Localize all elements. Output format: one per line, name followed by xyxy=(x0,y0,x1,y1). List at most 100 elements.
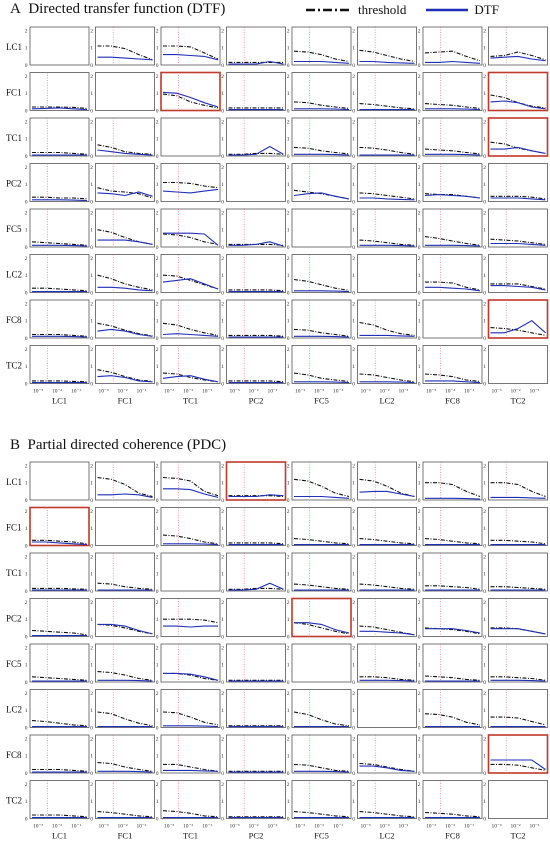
dtf-cell-2-4: 0 1 2 xyxy=(287,117,352,160)
cell-frame xyxy=(291,507,352,546)
threshold-curve xyxy=(490,586,546,590)
y-tick-label: 2 xyxy=(25,600,28,606)
cell-frame xyxy=(226,507,286,546)
y-tick-label: 0 xyxy=(25,544,28,550)
threshold-curve xyxy=(359,321,415,336)
dtf-cell-5-7: 0 1 2 xyxy=(483,254,548,297)
y-tick-label: 0 xyxy=(483,63,486,69)
pdc-cell-2-0: 0 1 2 xyxy=(25,552,90,595)
threshold-curve xyxy=(97,762,153,772)
pdc-cell-6-6: 0 1 2 xyxy=(418,734,483,777)
x-tick-label: 10⁻³ xyxy=(360,389,370,395)
column-label-fc5: FC5 xyxy=(314,831,329,841)
y-tick-label: 2 xyxy=(483,509,486,515)
y-tick-label: 1 xyxy=(483,273,486,279)
cell-frame xyxy=(357,507,417,546)
cell-frame xyxy=(488,163,548,202)
y-tick-label: 0 xyxy=(221,817,224,823)
cell-frame xyxy=(357,26,417,66)
y-tick-label: 0 xyxy=(221,544,224,550)
threshold-curve xyxy=(293,278,350,291)
y-tick-label: 2 xyxy=(418,600,421,606)
pdc-cell-0-6: 0 1 2 xyxy=(418,461,483,504)
dtf-curve xyxy=(490,146,546,154)
y-tick-label: 2 xyxy=(25,691,28,697)
cell-frame xyxy=(29,299,90,339)
dtf-curve xyxy=(490,242,546,246)
y-tick-label: 2 xyxy=(25,782,28,788)
dtf-cell-6-4: 0 1 2 xyxy=(287,299,352,342)
y-tick-label: 2 xyxy=(352,645,355,651)
y-tick-label: 2 xyxy=(483,600,486,606)
threshold-curve xyxy=(293,811,350,818)
cell-frame xyxy=(226,780,286,819)
y-tick-label: 2 xyxy=(352,74,355,80)
dtf-cell-7-2: 0 1 2 xyxy=(156,345,221,388)
y-tick-label: 0 xyxy=(90,680,93,686)
threshold-curve xyxy=(359,146,415,155)
y-tick-label: 2 xyxy=(221,782,224,788)
y-tick-label: 2 xyxy=(483,347,486,353)
y-tick-label: 0 xyxy=(90,817,93,823)
y-tick-label: 0 xyxy=(352,336,355,342)
x-tick-label: 10⁻² xyxy=(117,389,127,395)
y-tick-label: 2 xyxy=(418,782,421,788)
y-tick-label: 1 xyxy=(90,182,93,188)
y-tick-label: 1 xyxy=(156,137,159,143)
y-tick-label: 2 xyxy=(90,74,93,80)
y-tick-label: 0 xyxy=(90,544,93,550)
cell-frame xyxy=(226,208,286,248)
y-tick-label: 2 xyxy=(352,347,355,353)
y-tick-label: 0 xyxy=(25,63,28,69)
y-tick-label: 2 xyxy=(483,691,486,697)
y-tick-label: 1 xyxy=(287,364,290,370)
y-tick-label: 0 xyxy=(483,544,486,550)
y-tick-label: 1 xyxy=(287,91,290,97)
threshold-curve xyxy=(359,373,415,383)
y-tick-label: 1 xyxy=(352,572,355,578)
y-tick-label: 0 xyxy=(221,589,224,595)
cell-frame xyxy=(95,117,155,157)
y-tick-label: 1 xyxy=(287,182,290,188)
threshold-curve xyxy=(490,51,546,61)
dtf-curve xyxy=(97,149,153,156)
highlighted-frame xyxy=(29,506,90,547)
row-label-lc2: LC2 xyxy=(6,270,22,280)
y-tick-label: 2 xyxy=(418,165,421,171)
dtf-curve xyxy=(359,60,415,64)
y-tick-label: 0 xyxy=(287,109,290,115)
threshold-curve xyxy=(359,239,415,246)
y-tick-label: 0 xyxy=(25,498,28,504)
legend-dtf-label: DTF xyxy=(474,2,499,17)
x-tick-label: 10⁻² xyxy=(248,824,258,830)
x-tick-label: 10⁻² xyxy=(248,389,258,395)
highlighted-frame xyxy=(487,71,549,112)
y-tick-label: 1 xyxy=(221,754,224,760)
column-label-lc1: LC1 xyxy=(52,396,67,406)
x-tick-label: 10⁻² xyxy=(52,824,62,830)
y-tick-label: 0 xyxy=(287,680,290,686)
cell-frame xyxy=(95,72,155,111)
y-tick-label: 1 xyxy=(418,526,421,532)
dtf-cell-3-6: 0 1 2 xyxy=(418,163,483,206)
y-tick-label: 2 xyxy=(352,463,355,469)
pdc-curve xyxy=(294,770,350,773)
y-tick-label: 1 xyxy=(221,137,224,143)
dtf-curve xyxy=(163,54,219,61)
y-tick-label: 0 xyxy=(221,382,224,388)
threshold-curve xyxy=(162,810,219,818)
y-tick-label: 1 xyxy=(287,663,290,669)
x-tick-label: 10⁻¹ xyxy=(529,824,539,830)
y-tick-label: 2 xyxy=(483,554,486,560)
y-tick-label: 0 xyxy=(156,63,159,69)
y-tick-label: 0 xyxy=(90,245,93,251)
y-tick-label: 0 xyxy=(418,154,421,160)
y-tick-label: 2 xyxy=(25,509,28,515)
y-tick-label: 2 xyxy=(90,736,93,742)
y-tick-label: 1 xyxy=(483,364,486,370)
y-tick-label: 2 xyxy=(221,645,224,651)
y-tick-label: 0 xyxy=(25,817,28,823)
y-tick-label: 1 xyxy=(418,617,421,623)
y-tick-label: 0 xyxy=(156,336,159,342)
y-tick-label: 1 xyxy=(221,91,224,97)
